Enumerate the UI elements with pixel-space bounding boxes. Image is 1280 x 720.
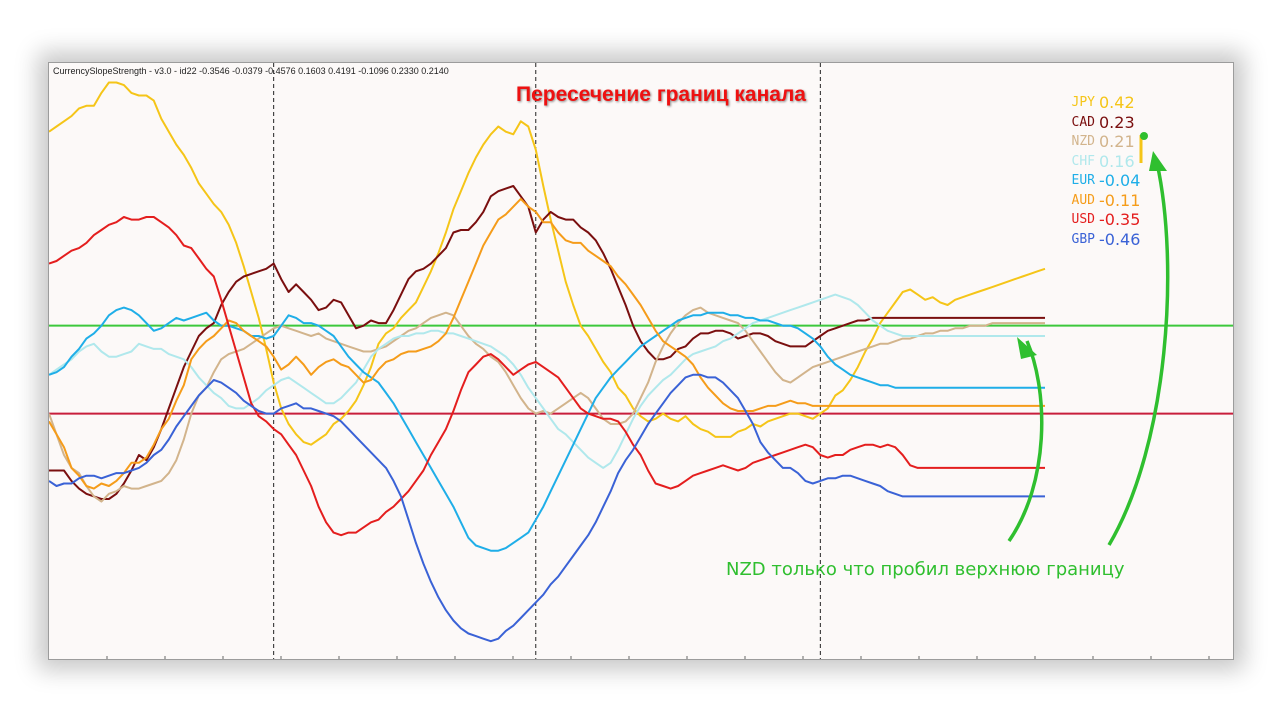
legend-currency: EUR [1071, 173, 1095, 189]
legend-item-usd: USD -0.35 [1061, 210, 1141, 230]
legend-value: 0.16 [1099, 151, 1135, 171]
legend-value: 0.42 [1099, 93, 1135, 113]
legend-item-chf: CHF 0.16 [1061, 152, 1140, 172]
legend-currency: JPY [1071, 95, 1095, 111]
legend-value: -0.35 [1099, 210, 1141, 230]
series-line-aud [49, 197, 1045, 490]
legend-currency: CAD [1071, 114, 1095, 130]
arrow-to-legend [1107, 162, 1170, 546]
series-line-usd [49, 216, 1045, 537]
indicator-header: CurrencySlopeStrength - v3.0 - id22 -0.3… [53, 66, 449, 76]
series-line-cad [49, 185, 1045, 500]
nzd-marker-dot [1140, 132, 1148, 140]
legend-item-aud: AUD -0.11 [1061, 190, 1141, 211]
chart-plot [49, 63, 1233, 659]
arrow-head-icon [1017, 337, 1037, 359]
legend-item-jpy: JPY 0.42 [1061, 93, 1140, 113]
chart-title: Пересечение границ канала [516, 83, 806, 106]
legend-item-nzd: NZD 0.21 [1061, 132, 1140, 152]
arrow-to-nzd-crossing [1007, 340, 1044, 542]
legend-currency: CHF [1071, 153, 1095, 169]
legend-currency: USD [1071, 212, 1095, 228]
legend-value: 0.23 [1099, 112, 1135, 132]
legend-value: -0.04 [1099, 171, 1141, 191]
legend-currency: NZD [1071, 134, 1095, 150]
annotation-text: NZD только что пробил верхнюю границу [726, 559, 1125, 580]
series-line-gbp [49, 373, 1045, 643]
legend-value: -0.11 [1099, 190, 1141, 210]
arrow-head-icon [1149, 151, 1167, 171]
legend-value: 0.21 [1099, 132, 1135, 152]
legend-item-cad: CAD 0.23 [1061, 113, 1140, 133]
legend: JPY 0.42 CAD 0.23 NZD 0.21 CHF 0.16 EUR -0.04 AUD -… [1061, 93, 1141, 250]
legend-currency: AUD [1071, 192, 1095, 208]
series-line-chf [49, 293, 1045, 469]
legend-currency: GBP [1071, 231, 1095, 247]
chart-window: CurrencySlopeStrength - v3.0 - id22 -0.3… [48, 62, 1234, 660]
legend-item-gbp: GBP -0.46 [1061, 229, 1141, 250]
series-line-jpy [49, 81, 1046, 446]
legend-item-eur: EUR -0.04 [1061, 171, 1141, 191]
legend-value: -0.46 [1099, 229, 1141, 249]
series-line-eur [49, 306, 1045, 552]
